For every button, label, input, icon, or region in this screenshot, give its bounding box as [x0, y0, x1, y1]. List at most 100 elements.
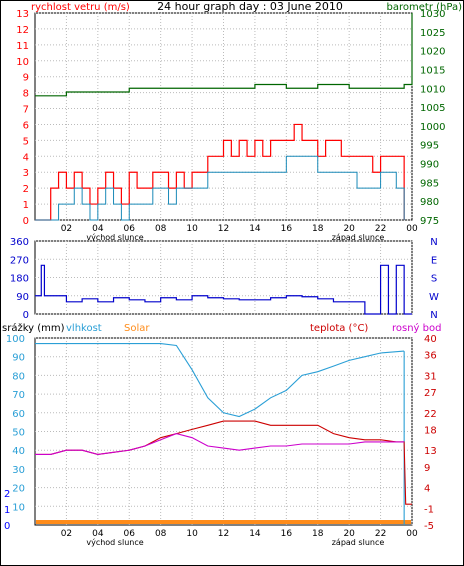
panel3-humidity-tick-label: 100 — [6, 334, 25, 345]
panel3-x-tick-label: 06 — [124, 529, 136, 539]
panel1-y-tick-label-left: 8 — [23, 89, 29, 100]
panel3-humidity-tick-label: 40 — [12, 446, 25, 457]
panel3-temperature-tick-label: -5 — [424, 521, 434, 532]
panel1-y-tick-label-right: 985 — [420, 178, 439, 189]
wind-avg-line — [35, 155, 405, 221]
panel3-x-tick-label: 08 — [155, 529, 167, 539]
panel1-x-tick-label: 10 — [186, 224, 198, 234]
solar-line — [36, 520, 411, 524]
panel1-y-tick-label-right: 995 — [420, 141, 439, 152]
panel1-x-tick-label: 14 — [249, 224, 261, 234]
panel3-x-tick-label: 10 — [186, 529, 198, 539]
panel1-y-tick-label-left: 6 — [23, 120, 29, 131]
panel3-sunset-label: západ slunce — [332, 538, 385, 547]
panel1-y-tick-label-left: 5 — [23, 136, 29, 147]
panel3-x-tick-label: 16 — [281, 529, 293, 539]
panel1-y-tick-label-left: 13 — [16, 9, 29, 20]
panel1-left-axis-label: rychlost vetru (m/s) — [31, 2, 130, 13]
panel1-y-tick-label-right: 1015 — [420, 65, 445, 76]
panel3-temperature-tick-label: 40 — [424, 334, 437, 345]
panel3-x-tick-label: 20 — [343, 529, 355, 539]
panel3-temperature-tick-label: 36 — [424, 351, 437, 362]
panel3-humidity-tick-label: 30 — [12, 465, 25, 476]
panel1-right-axis-label: barometr (hPa) — [387, 2, 463, 13]
panel1-y-tick-label-left: 7 — [23, 105, 29, 116]
panel2-direction-label: N — [430, 237, 437, 248]
panel3-x-tick-label: 00 — [406, 529, 418, 539]
panel3-rain-label: srážky (mm) — [2, 322, 65, 334]
panel1-y-tick-label-left: 4 — [23, 152, 29, 163]
panel3-x-tick-label: 12 — [218, 529, 229, 539]
panel1-y-tick-label-left: 11 — [16, 41, 29, 52]
panel2-y-tick-label: 180 — [10, 274, 29, 285]
panel3-humidity-tick-label: 80 — [12, 371, 25, 382]
panel3-temperature-tick-label: 31 — [424, 371, 437, 382]
panel3-x-tick-label: 04 — [92, 529, 104, 539]
panel1-x-tick-label: 08 — [155, 224, 167, 234]
panel1-y-tick-label-right: 980 — [420, 197, 439, 208]
panel2-y-tick-label: 360 — [10, 237, 29, 248]
panel3-temperature-tick-label: 9 — [424, 463, 430, 474]
panel1-y-tick-label-left: 2 — [23, 184, 29, 195]
humidity-line — [35, 343, 405, 418]
panel1-x-tick-label: 18 — [312, 224, 324, 234]
panel1-sunset-label: západ slunce — [332, 233, 385, 242]
panel1-x-tick-label: 22 — [375, 224, 386, 234]
panel1-x-tick-label: 04 — [92, 224, 104, 234]
panel3-x-tick-label: 22 — [375, 529, 386, 539]
panel1-y-tick-label-left: 9 — [23, 73, 29, 84]
panel3-temperature-tick-label: 13 — [424, 446, 437, 457]
panel3-x-tick-label: 14 — [249, 529, 261, 539]
panel1-x-tick-label: 12 — [218, 224, 229, 234]
panel1-y-tick-label-right: 1000 — [420, 122, 445, 133]
panel1-x-tick-label: 06 — [124, 224, 136, 234]
panel3-humidity-tick-label: 70 — [12, 390, 25, 401]
panel3-temperature-tick-label: -1 — [424, 504, 434, 515]
panel2-y-tick-label: 90 — [16, 292, 29, 303]
panel1-x-tick-label: 02 — [61, 224, 72, 234]
panel3-humidity-tick-label: 20 — [12, 484, 25, 495]
panel1-y-tick-label-right: 975 — [420, 216, 439, 227]
panel3-humidity-tick-label: 60 — [12, 409, 25, 420]
panel1-y-tick-label-right: 1005 — [420, 103, 445, 114]
panel1-y-tick-label-left: 12 — [16, 25, 29, 36]
panel2-direction-label: E — [431, 255, 437, 266]
panel3-dew-point-label: rosný bod — [392, 322, 441, 334]
panel1-y-tick-label-right: 1030 — [420, 9, 445, 20]
panel3-sunrise-label: východ slunce — [86, 538, 143, 547]
panel3-x-tick-label: 02 — [61, 529, 72, 539]
panel1-y-tick-label-right: 1010 — [420, 84, 445, 95]
wind-direction-line — [35, 264, 412, 315]
panel2-direction-label: N — [430, 310, 437, 321]
panel2-y-tick-label: 0 — [23, 310, 29, 321]
panel3-humidity-label: vlhkost — [66, 323, 102, 334]
panel3-rain-tick-label: 1 — [4, 505, 10, 516]
panel1-y-tick-label-right: 1025 — [420, 28, 445, 39]
panel3-humidity-tick-label: 50 — [12, 428, 25, 439]
panel1-x-tick-label: 20 — [343, 224, 355, 234]
panel3-rain-tick-label: 2 — [4, 489, 10, 500]
panel3-humidity-tick-label: 10 — [12, 502, 25, 513]
panel3-solar-label: Solar — [124, 323, 150, 334]
panel2-y-tick-label: 270 — [10, 255, 29, 266]
panel3-temperature-tick-label: 4 — [424, 484, 430, 495]
panel3-temperature-tick-label: 18 — [424, 425, 437, 436]
panel2-direction-label: S — [431, 274, 437, 285]
panel1-plot-area — [34, 12, 413, 221]
chart-title: 24 hour graph day : 03 June 2010 — [157, 0, 343, 13]
dew-point-line — [35, 433, 405, 455]
panel1-sunrise-label: východ slunce — [86, 233, 143, 242]
panel1-x-tick-label: 16 — [281, 224, 293, 234]
panel1-y-tick-label-left: 1 — [23, 200, 29, 211]
panel1-y-tick-label-right: 1020 — [420, 47, 445, 58]
panel1-y-tick-label-left: 10 — [16, 57, 29, 68]
panel3-temperature-tick-label: 27 — [424, 388, 437, 399]
panel3-temperature-label: teplota (°C) — [310, 323, 368, 334]
panel3-humidity-tick-label: 90 — [12, 353, 25, 364]
panel3-temperature-tick-label: 22 — [424, 409, 437, 420]
panel1-y-tick-label-left: 3 — [23, 168, 29, 179]
panel3-rain-tick-label: 0 — [4, 521, 10, 532]
panel1-y-tick-label-left: 0 — [23, 216, 29, 227]
panel3-x-tick-label: 18 — [312, 529, 324, 539]
